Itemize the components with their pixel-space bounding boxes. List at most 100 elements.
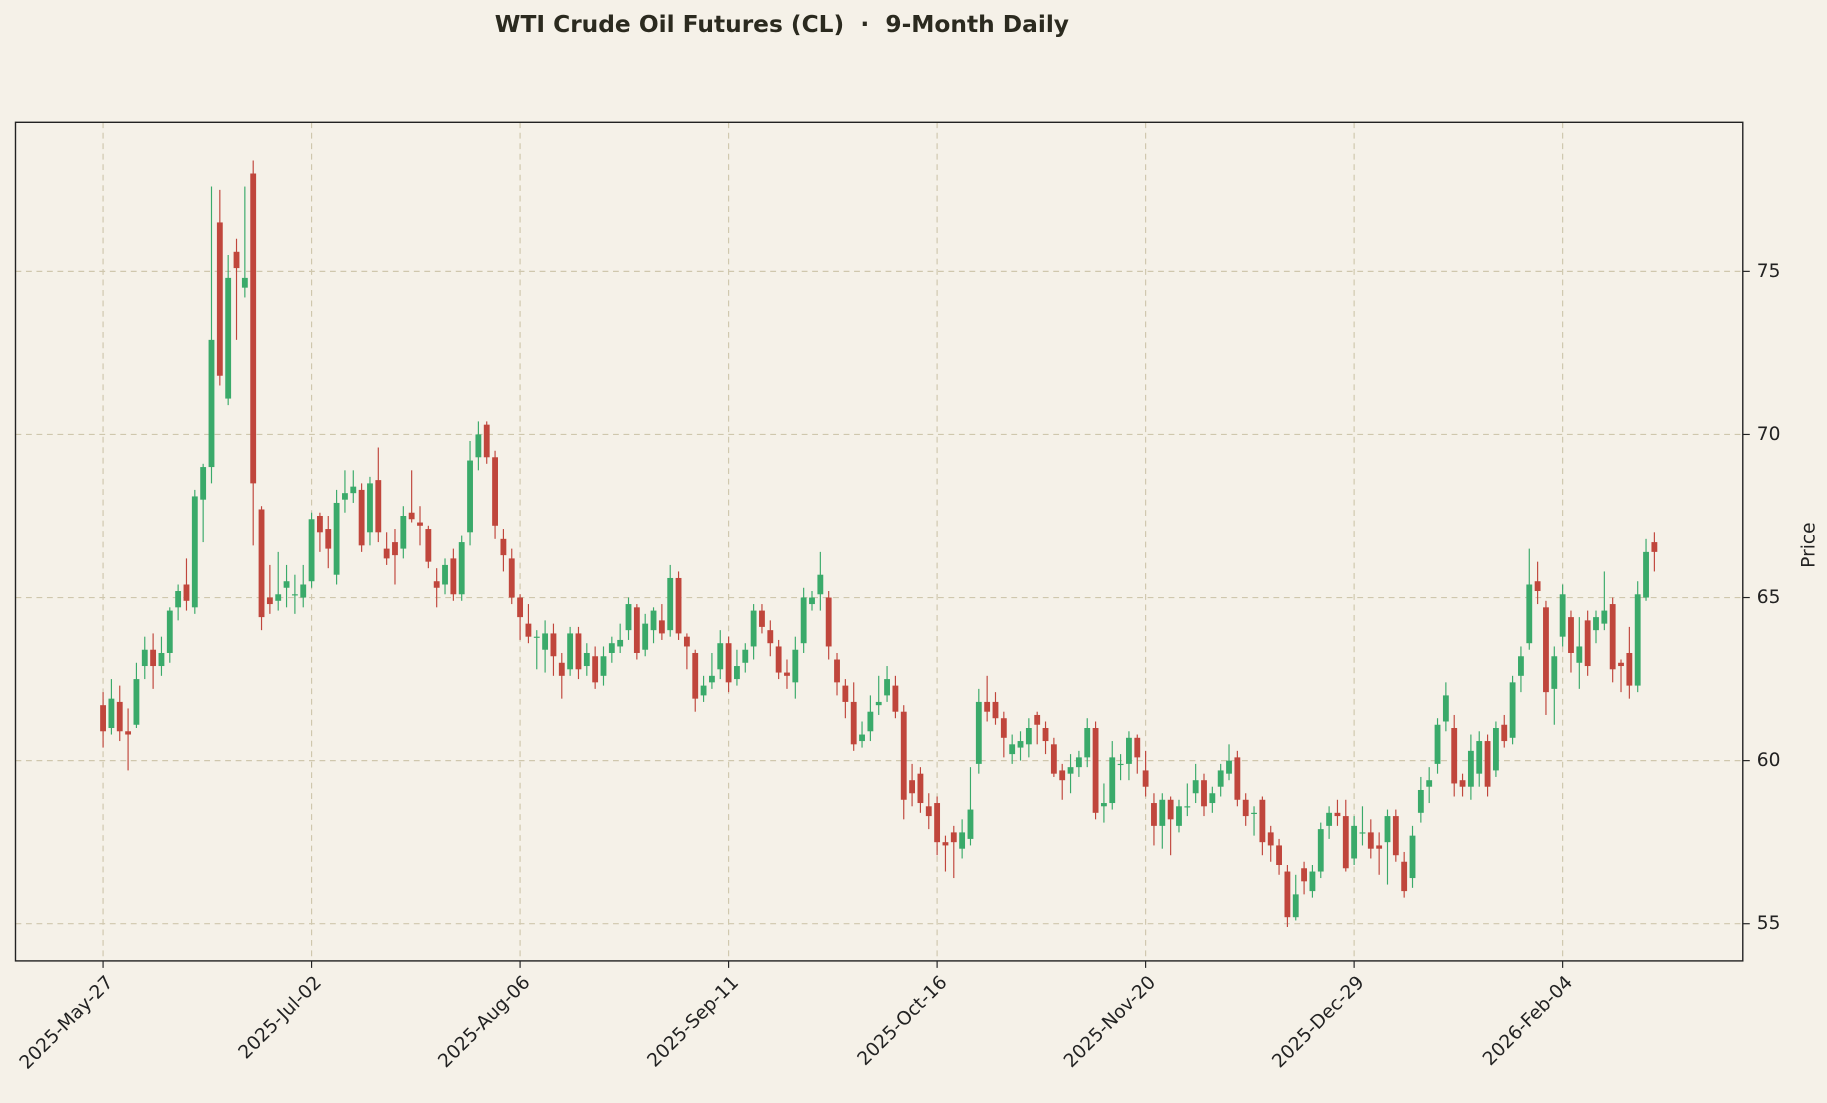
- candle-body: [1251, 812, 1257, 814]
- candle-body: [425, 529, 432, 562]
- candle-body: [508, 558, 515, 598]
- candle-body: [1551, 656, 1558, 689]
- candle-body: [1142, 770, 1149, 787]
- candle-body: [1451, 728, 1458, 784]
- candle-body: [433, 581, 440, 588]
- candle-body: [1384, 816, 1391, 843]
- candle-body: [125, 731, 132, 735]
- candle-body: [417, 522, 423, 526]
- candle-body: [1459, 780, 1466, 787]
- candle-body: [1543, 607, 1549, 693]
- candle-body: [675, 577, 682, 634]
- candle-body: [291, 594, 298, 596]
- candle-body: [1100, 803, 1107, 807]
- candle-body: [1176, 806, 1182, 826]
- candle-body: [333, 502, 340, 575]
- y-tick-label: 70: [1757, 424, 1781, 445]
- candle-body: [1226, 760, 1232, 774]
- candle-body: [442, 564, 448, 585]
- candle-body: [575, 633, 582, 670]
- candle-body: [342, 493, 348, 500]
- candle-body: [258, 509, 265, 618]
- candle-body: [183, 584, 190, 601]
- candle-body: [967, 809, 974, 839]
- candle-body: [1326, 812, 1333, 826]
- candle-body: [1568, 617, 1574, 653]
- candle-body: [608, 643, 615, 653]
- candle-body: [1034, 714, 1041, 725]
- candle-body: [1092, 728, 1099, 813]
- candle-body: [300, 584, 307, 598]
- candle-body: [1534, 581, 1541, 592]
- candle-body: [1484, 741, 1491, 787]
- candle-body: [558, 662, 565, 676]
- candle-body: [450, 558, 457, 595]
- candle-body: [1075, 757, 1082, 768]
- candle-body: [116, 701, 123, 732]
- candle-body: [617, 639, 624, 647]
- candle-body: [909, 780, 916, 794]
- candles: [100, 160, 1658, 927]
- candle-body: [1084, 728, 1091, 758]
- candle-body: [1651, 542, 1658, 552]
- candle-body: [400, 515, 407, 549]
- y-axis-label: Price: [1799, 522, 1820, 567]
- candle-body: [567, 633, 574, 670]
- candle-body: [525, 623, 532, 637]
- candle-body: [1376, 845, 1383, 849]
- candle-body: [1067, 767, 1074, 774]
- candle-body: [250, 173, 257, 484]
- y-tick-label: 75: [1757, 261, 1781, 282]
- candle-body: [658, 620, 665, 634]
- candle-body: [325, 529, 332, 549]
- candle-body: [483, 424, 490, 458]
- candle-body: [1292, 894, 1299, 918]
- candle-body: [759, 610, 765, 627]
- candle-body: [1476, 741, 1483, 774]
- candle-body: [1284, 871, 1291, 918]
- candle-body: [1626, 652, 1633, 686]
- candle-body: [358, 489, 365, 546]
- candle-body: [892, 685, 899, 712]
- candle-body: [1126, 737, 1132, 764]
- candle-body: [208, 339, 215, 468]
- candle-body: [1334, 812, 1341, 817]
- candle-body: [1392, 816, 1399, 856]
- candle-body: [792, 649, 799, 683]
- candle-body: [1159, 799, 1166, 826]
- y-tick-label: 60: [1757, 750, 1781, 771]
- candle-body: [992, 701, 999, 719]
- candle-body: [1025, 728, 1032, 745]
- candle-body: [1618, 662, 1624, 667]
- candle-body: [925, 806, 932, 817]
- candle-body: [158, 652, 165, 667]
- candle-body: [225, 277, 232, 399]
- candle-body: [308, 519, 315, 582]
- candle-body: [1576, 646, 1583, 663]
- candle-body: [1234, 757, 1241, 800]
- candle-body: [750, 610, 757, 647]
- candle-body: [1434, 724, 1441, 764]
- candle-body: [533, 636, 540, 638]
- candle-body: [917, 773, 924, 804]
- candle-body: [175, 591, 182, 608]
- candle-body: [959, 832, 966, 849]
- candle-body: [1609, 604, 1616, 670]
- candle-body: [475, 434, 482, 458]
- candle-body: [1059, 770, 1066, 781]
- candle-body: [1201, 780, 1207, 807]
- candle-body: [734, 666, 740, 680]
- candle-body: [784, 672, 790, 676]
- candle-body: [650, 610, 657, 631]
- candle-body: [700, 685, 707, 696]
- candle-body: [867, 711, 874, 732]
- candle-body: [725, 643, 732, 683]
- candle-body: [1634, 594, 1641, 686]
- candle-body: [1301, 868, 1308, 882]
- candle-body: [1643, 551, 1649, 598]
- candle-body: [1000, 718, 1007, 738]
- candle-body: [1409, 835, 1416, 879]
- candle-body: [875, 701, 882, 706]
- candle-body: [1351, 825, 1358, 859]
- candle-body: [642, 623, 649, 650]
